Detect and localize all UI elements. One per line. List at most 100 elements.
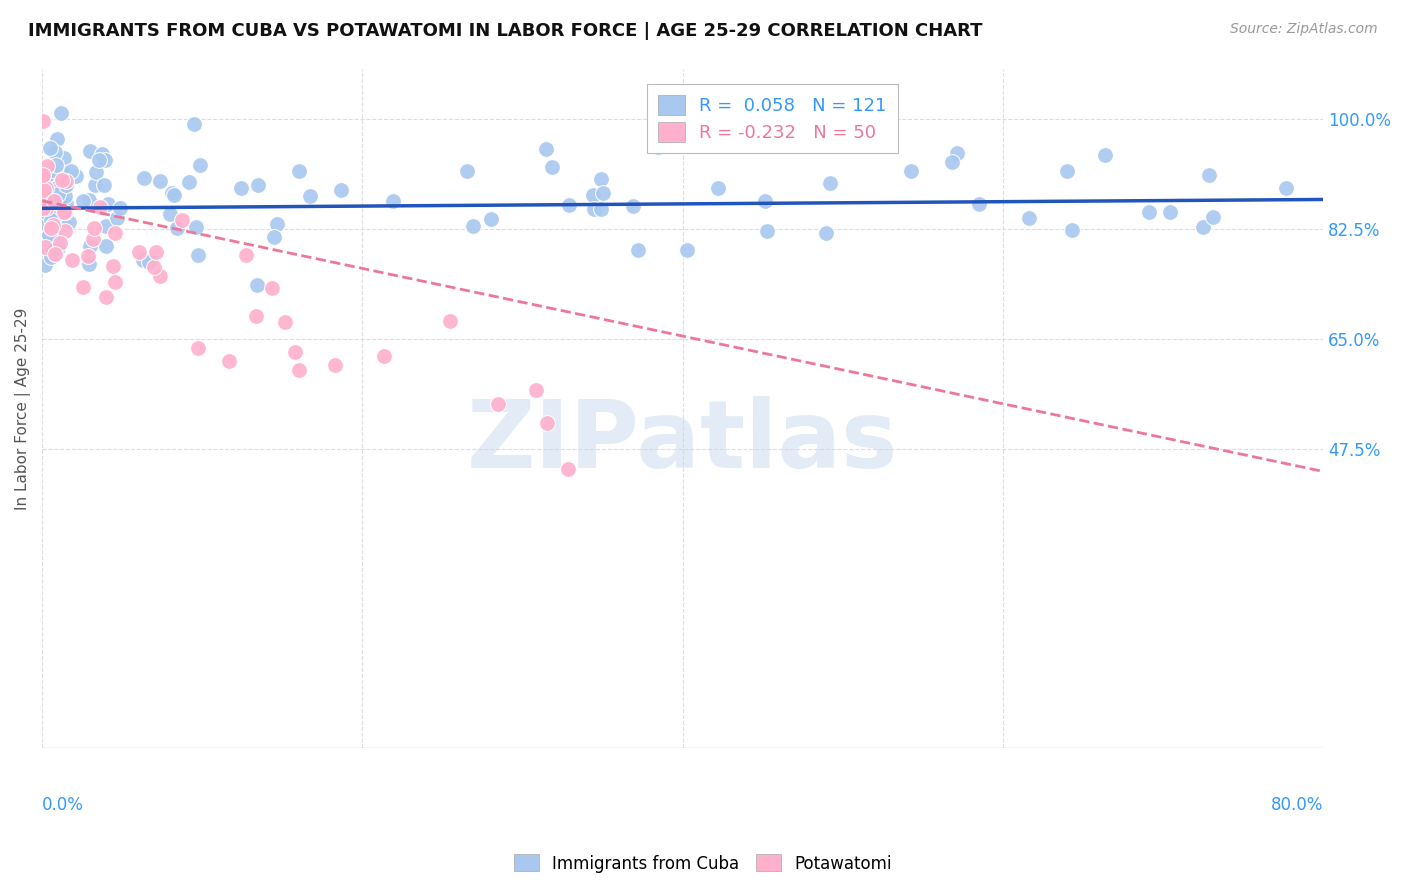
Point bbox=[94, 153, 117, 167]
Point bbox=[536, 416, 558, 430]
Point bbox=[37, 168, 59, 182]
Text: ZIPatlаs: ZIPatlаs bbox=[467, 397, 898, 489]
Legend: Immigrants from Cuba, Potawatomi: Immigrants from Cuba, Potawatomi bbox=[508, 847, 898, 880]
Point bbox=[35, 181, 58, 195]
Point bbox=[77, 249, 100, 263]
Point bbox=[330, 184, 353, 198]
Point bbox=[55, 178, 77, 192]
Point bbox=[967, 197, 990, 211]
Point bbox=[79, 193, 101, 207]
Point bbox=[38, 227, 60, 242]
Point bbox=[34, 258, 56, 272]
Point bbox=[142, 260, 165, 274]
Point bbox=[60, 253, 83, 268]
Text: IMMIGRANTS FROM CUBA VS POTAWATOMI IN LABOR FORCE | AGE 25-29 CORRELATION CHART: IMMIGRANTS FROM CUBA VS POTAWATOMI IN LA… bbox=[28, 22, 983, 40]
Point bbox=[172, 212, 194, 227]
Point bbox=[89, 200, 111, 214]
Point bbox=[621, 199, 644, 213]
Point bbox=[65, 169, 87, 184]
Point bbox=[373, 350, 395, 364]
Point bbox=[541, 160, 564, 174]
Point bbox=[42, 243, 65, 257]
Point bbox=[34, 183, 56, 197]
Point bbox=[55, 196, 77, 211]
Point bbox=[38, 141, 60, 155]
Point bbox=[84, 178, 107, 193]
Point bbox=[287, 164, 309, 178]
Point bbox=[818, 176, 841, 190]
Point bbox=[48, 185, 70, 199]
Point bbox=[274, 315, 297, 329]
Point bbox=[32, 216, 55, 230]
Point bbox=[34, 193, 56, 207]
Point bbox=[82, 231, 104, 245]
Point bbox=[41, 181, 63, 195]
Point bbox=[132, 171, 155, 186]
Point bbox=[945, 146, 967, 161]
Point bbox=[41, 221, 63, 235]
Point bbox=[93, 178, 115, 193]
Point bbox=[288, 363, 311, 377]
Point bbox=[32, 113, 55, 128]
Point bbox=[1056, 163, 1078, 178]
Point bbox=[456, 164, 478, 178]
Point bbox=[229, 181, 252, 195]
Point bbox=[45, 131, 67, 145]
Point bbox=[163, 188, 186, 202]
Point bbox=[32, 202, 55, 216]
Point bbox=[101, 260, 124, 274]
Point bbox=[246, 278, 269, 293]
Point bbox=[707, 181, 730, 195]
Point bbox=[160, 186, 183, 201]
Point bbox=[35, 201, 58, 215]
Point bbox=[104, 226, 127, 240]
Point bbox=[96, 219, 118, 234]
Point bbox=[676, 243, 699, 257]
Point bbox=[90, 146, 112, 161]
Point bbox=[44, 194, 66, 208]
Point bbox=[558, 198, 581, 212]
Point bbox=[1198, 169, 1220, 183]
Point bbox=[42, 219, 65, 233]
Point bbox=[46, 187, 69, 202]
Point bbox=[42, 219, 65, 233]
Point bbox=[557, 462, 579, 476]
Point bbox=[247, 178, 270, 192]
Point bbox=[35, 230, 58, 244]
Point bbox=[53, 204, 76, 219]
Point bbox=[524, 383, 547, 397]
Point bbox=[266, 217, 288, 231]
Point bbox=[188, 158, 211, 172]
Point bbox=[1202, 210, 1225, 224]
Point bbox=[32, 240, 55, 254]
Point bbox=[42, 211, 65, 226]
Point bbox=[592, 186, 614, 201]
Point bbox=[582, 202, 605, 217]
Point bbox=[900, 164, 922, 178]
Point bbox=[132, 252, 155, 267]
Point bbox=[52, 165, 75, 179]
Y-axis label: In Labor Force | Age 25-29: In Labor Force | Age 25-29 bbox=[15, 308, 31, 509]
Point bbox=[177, 175, 200, 189]
Point bbox=[49, 236, 72, 251]
Point bbox=[149, 174, 172, 188]
Point bbox=[72, 280, 94, 294]
Point bbox=[39, 181, 62, 195]
Point bbox=[39, 241, 62, 255]
Point bbox=[159, 207, 181, 221]
Point bbox=[187, 248, 209, 262]
Point bbox=[42, 231, 65, 245]
Point bbox=[53, 217, 76, 231]
Point bbox=[38, 190, 60, 204]
Point bbox=[55, 174, 77, 188]
Point bbox=[1018, 211, 1040, 226]
Point bbox=[481, 212, 503, 227]
Point bbox=[31, 169, 53, 183]
Point bbox=[1159, 205, 1181, 219]
Text: Source: ZipAtlas.com: Source: ZipAtlas.com bbox=[1230, 22, 1378, 37]
Point bbox=[45, 158, 67, 172]
Point bbox=[105, 211, 128, 225]
Point bbox=[145, 245, 167, 260]
Point bbox=[44, 205, 66, 219]
Point bbox=[325, 358, 347, 372]
